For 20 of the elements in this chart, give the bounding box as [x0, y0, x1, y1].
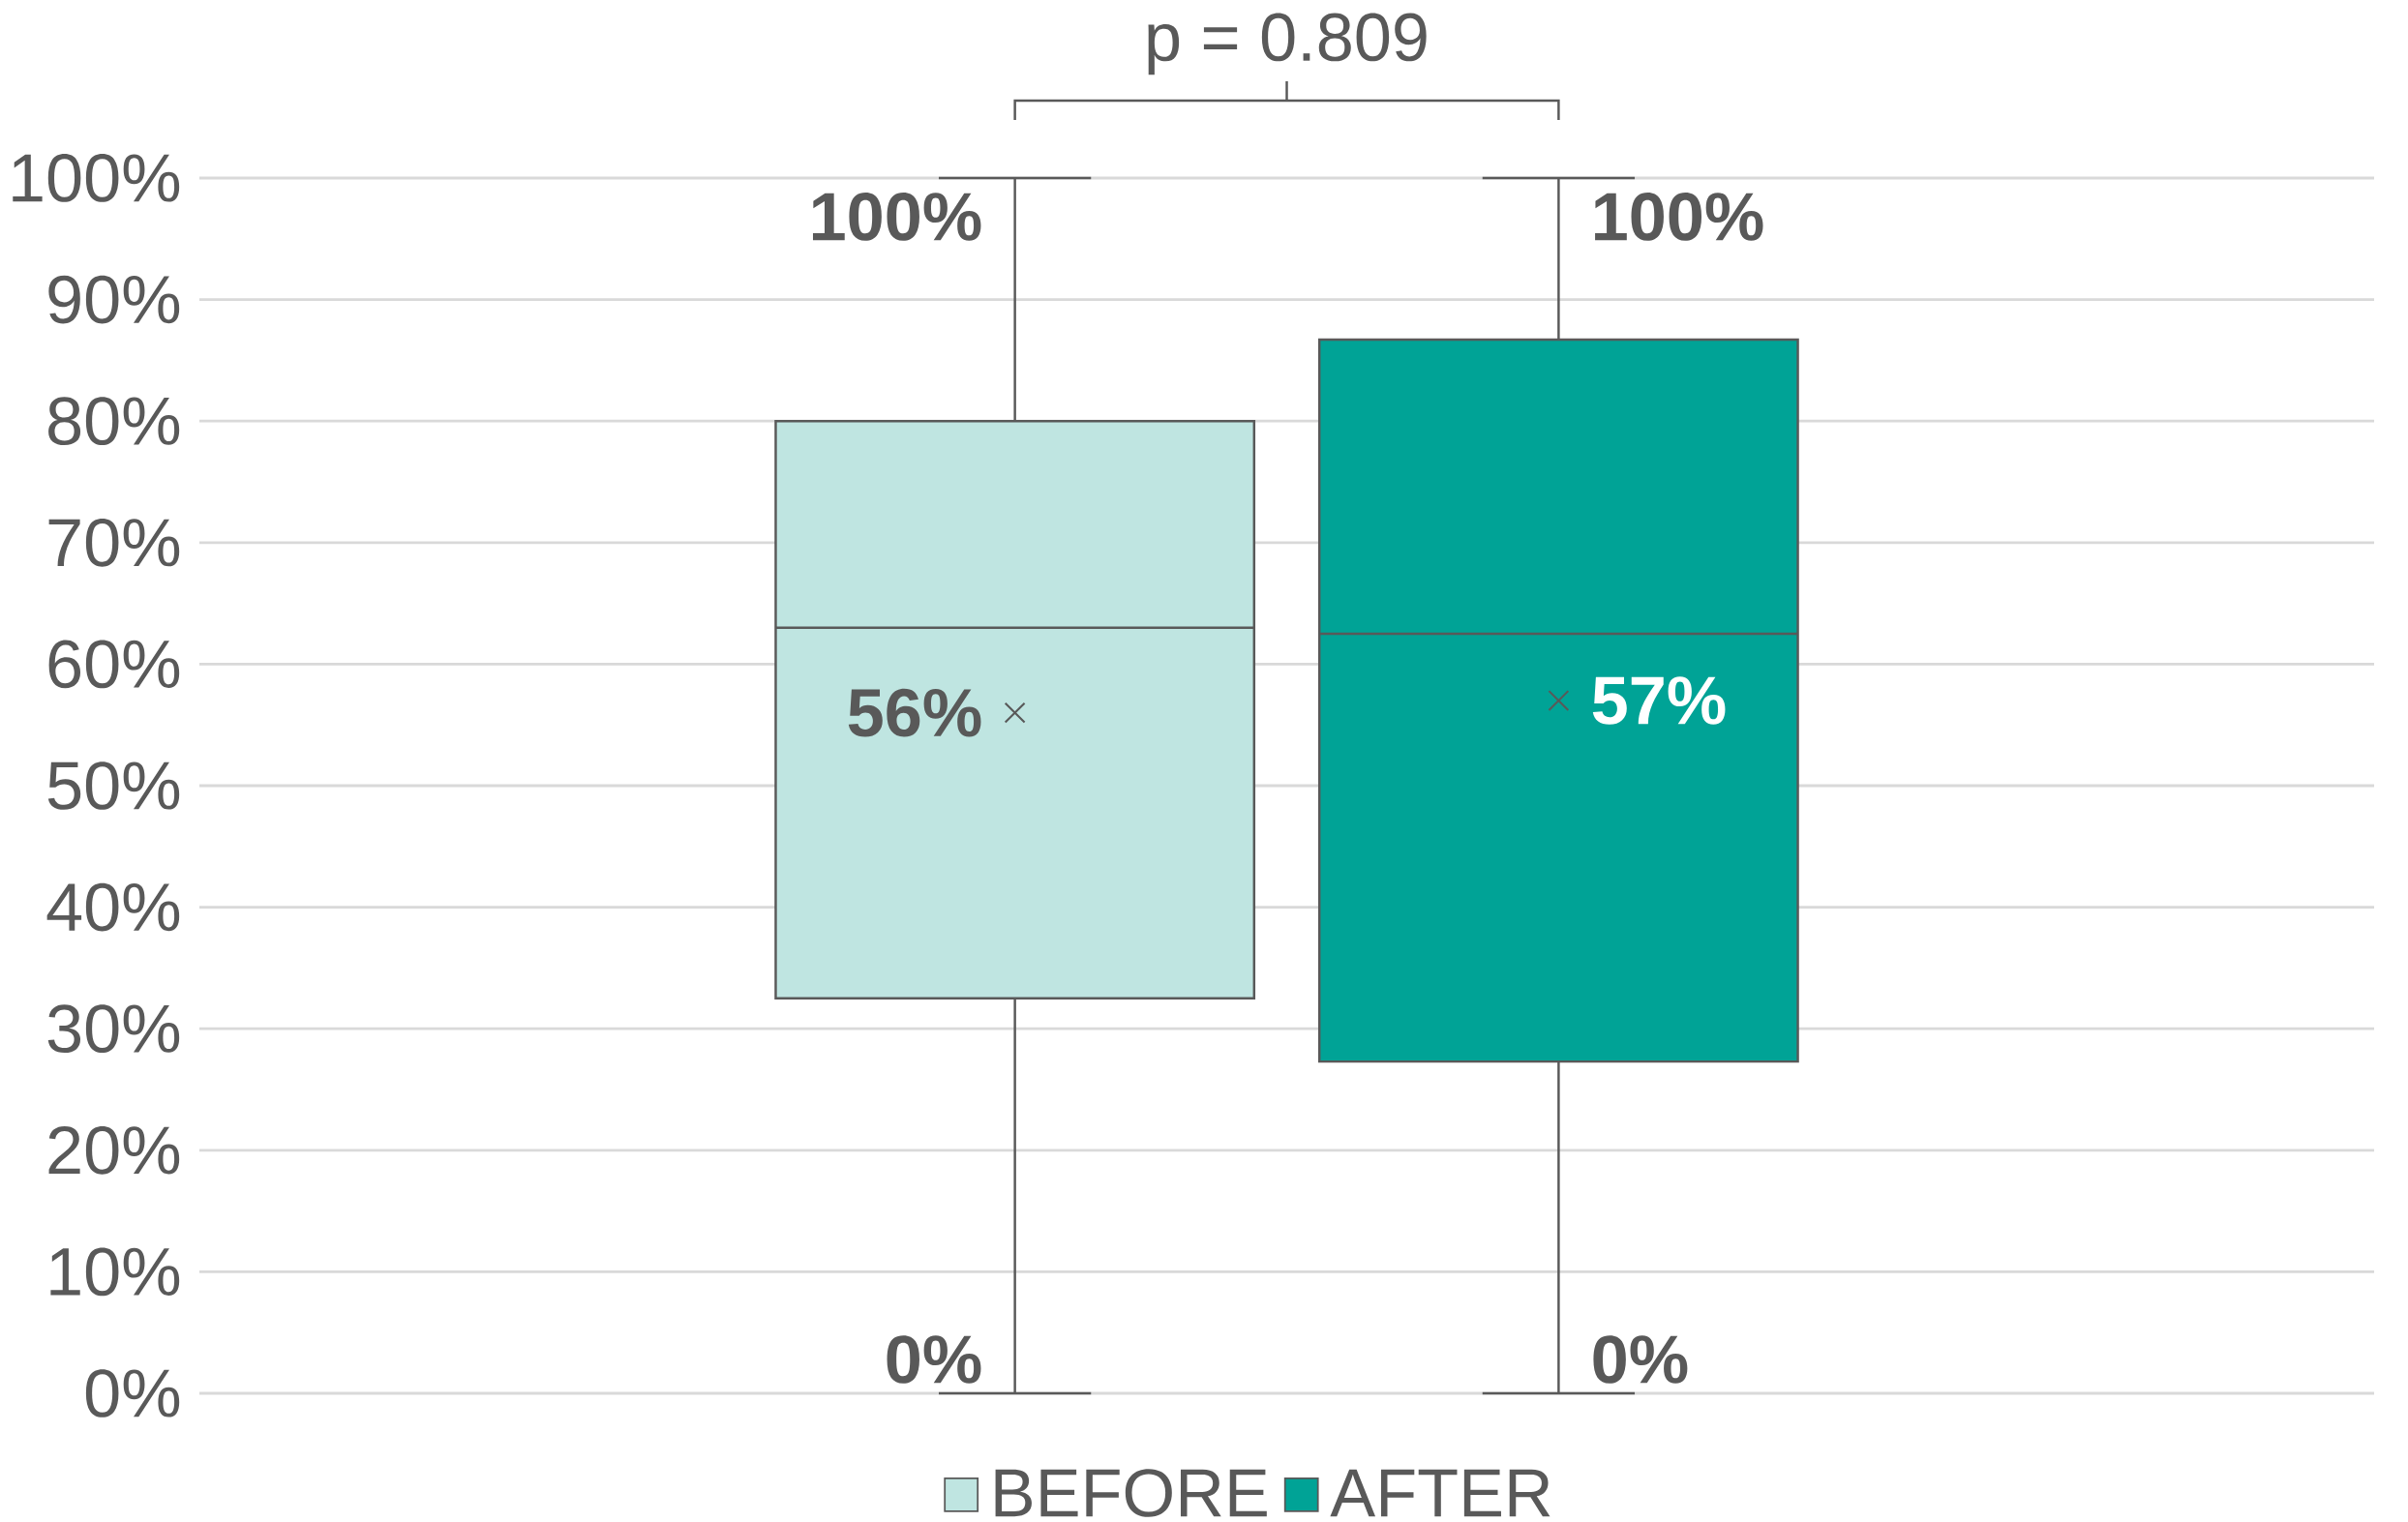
- annotation: 0%: [887, 1335, 981, 1384]
- y-tick-label: 10%: [50, 1247, 180, 1297]
- y-tick-label: 80%: [48, 397, 180, 446]
- annotation: 0%: [1593, 1335, 1688, 1384]
- legend-label: AFTER: [1330, 1469, 1550, 1517]
- annotation: 57%: [1592, 676, 1726, 725]
- y-tick-label: 20%: [48, 1125, 180, 1175]
- text: p = 0.809: [1148, 13, 1427, 75]
- y-tick-label: 50%: [47, 761, 180, 810]
- annotation: 100%: [1595, 193, 1763, 241]
- y-tick-label: 60%: [48, 640, 180, 689]
- y-tick-label: 0%: [85, 1369, 180, 1418]
- y-tick-label: 90%: [48, 275, 180, 324]
- annotation: 56%: [848, 688, 981, 737]
- y-tick-label: 70%: [48, 518, 180, 567]
- y-tick-label: 40%: [46, 882, 180, 932]
- annotation: 100%: [812, 193, 981, 241]
- y-tick-label: 30%: [47, 1004, 180, 1054]
- y-tick-label: 100%: [13, 154, 180, 202]
- legend-label: BEFORE: [995, 1469, 1267, 1517]
